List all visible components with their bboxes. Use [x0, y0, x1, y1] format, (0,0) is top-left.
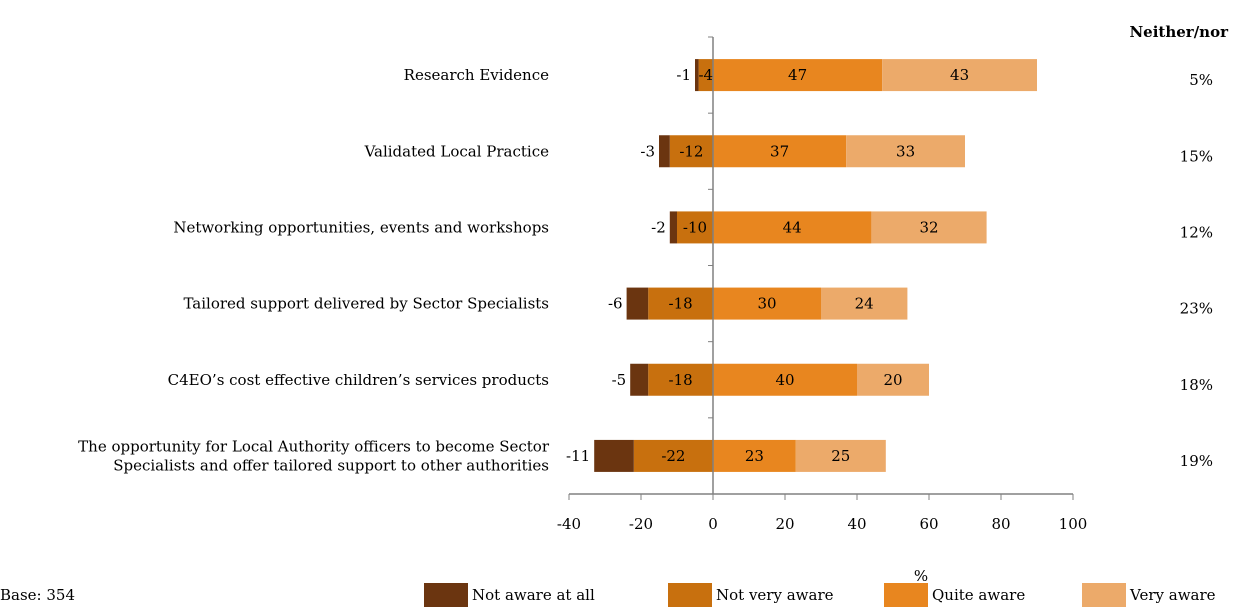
x-tick-label: -40	[557, 515, 581, 533]
bar-very-aware	[882, 59, 1037, 92]
data-label-quite-aware: 30	[757, 295, 776, 313]
data-label-very-aware: 20	[883, 371, 902, 389]
data-label-quite-aware: 47	[788, 66, 807, 84]
data-label-quite-aware: 37	[770, 142, 789, 160]
bar-not-very-aware	[648, 363, 713, 396]
data-label-very-aware: 33	[896, 142, 915, 160]
labels-layer: -4 -1 47 43 Research Evidence 5% -12 -3 37 33 Vali…	[78, 66, 1213, 474]
bar-not-aware-at-all	[659, 135, 670, 168]
bar-very-aware	[871, 211, 987, 244]
axes-layer: -40 -20 0 20 40 60 80 100	[557, 36, 1088, 533]
bar-not-aware-at-all	[594, 439, 634, 472]
legend-swatch	[668, 583, 712, 607]
neither-value: 23%	[1180, 300, 1213, 318]
category-label: C4EO’s cost effective children’s service…	[168, 371, 549, 389]
bar-very-aware	[795, 439, 886, 472]
data-label-very-aware: 32	[919, 218, 938, 236]
bar-not-aware-at-all	[630, 363, 649, 396]
bar-not-aware-at-all	[669, 211, 677, 244]
data-label-very-aware: 25	[831, 447, 850, 465]
bar-not-very-aware	[669, 135, 713, 168]
neither-value: 12%	[1180, 223, 1213, 241]
bar-quite-aware	[713, 287, 821, 320]
neither-value: 5%	[1189, 71, 1213, 89]
bar-not-very-aware	[633, 439, 713, 472]
bar-not-aware-at-all	[695, 59, 699, 92]
data-label-very-aware: 24	[855, 295, 874, 313]
legend-swatch	[884, 583, 928, 607]
category-label: Tailored support delivered by Sector Spe…	[183, 295, 549, 313]
bars-layer	[594, 59, 1037, 472]
data-label-not-very-aware: -22	[661, 447, 685, 465]
data-label-not-very-aware: -4	[698, 66, 713, 84]
neither-header: Neither/nor	[1129, 23, 1229, 41]
category-label: Validated Local Practice	[364, 142, 550, 160]
data-label-not-aware-at-all: -3	[640, 142, 655, 160]
neither-value: 19%	[1180, 452, 1213, 470]
category-label: The opportunity for Local Authority offi…	[78, 437, 550, 455]
bar-very-aware	[846, 135, 965, 168]
category-label: Networking opportunities, events and wor…	[173, 218, 549, 236]
category-label: Specialists and offer tailored support t…	[113, 456, 549, 474]
bar-not-very-aware	[677, 211, 713, 244]
bar-not-very-aware	[698, 59, 713, 92]
legend: Not aware at all Not very aware Quite awar…	[424, 583, 1216, 607]
category-label: Research Evidence	[404, 66, 549, 84]
data-label-not-aware-at-all: -2	[651, 218, 666, 236]
legend-label: Not very aware	[716, 586, 834, 604]
legend-swatch	[1082, 583, 1126, 607]
data-label-not-very-aware: -12	[679, 142, 703, 160]
x-tick-label: 0	[708, 515, 718, 533]
data-label-very-aware: 43	[950, 66, 969, 84]
bar-not-aware-at-all	[626, 287, 649, 320]
neither-value: 18%	[1180, 376, 1213, 394]
x-axis-title: %	[914, 567, 928, 585]
neither-value: 15%	[1180, 147, 1213, 165]
data-label-not-aware-at-all: -6	[608, 295, 623, 313]
x-tick-label: 100	[1059, 515, 1088, 533]
data-label-not-very-aware: -18	[669, 371, 693, 389]
legend-label: Very aware	[1129, 586, 1216, 604]
data-label-not-aware-at-all: -1	[676, 66, 691, 84]
data-label-not-aware-at-all: -5	[612, 371, 627, 389]
bar-not-very-aware	[648, 287, 713, 320]
bar-very-aware	[821, 287, 908, 320]
data-label-not-very-aware: -18	[669, 295, 693, 313]
legend-label: Quite aware	[932, 586, 1025, 604]
bar-quite-aware	[713, 439, 796, 472]
base-note: Base: 354	[0, 586, 75, 604]
legend-label: Not aware at all	[472, 586, 595, 604]
x-tick-label: 80	[991, 515, 1010, 533]
x-tick-label: 40	[847, 515, 866, 533]
bar-very-aware	[857, 363, 929, 396]
bar-quite-aware	[713, 135, 847, 168]
data-label-quite-aware: 40	[775, 371, 794, 389]
x-tick-label: -20	[629, 515, 653, 533]
data-label-not-very-aware: -10	[683, 218, 707, 236]
bar-quite-aware	[713, 59, 883, 92]
legend-swatch	[424, 583, 468, 607]
data-label-quite-aware: 44	[783, 218, 802, 236]
x-tick-label: 20	[775, 515, 794, 533]
bar-quite-aware	[713, 363, 857, 396]
data-label-not-aware-at-all: -11	[566, 447, 590, 465]
bar-quite-aware	[713, 211, 872, 244]
data-label-quite-aware: 23	[745, 447, 764, 465]
x-tick-label: 60	[919, 515, 938, 533]
